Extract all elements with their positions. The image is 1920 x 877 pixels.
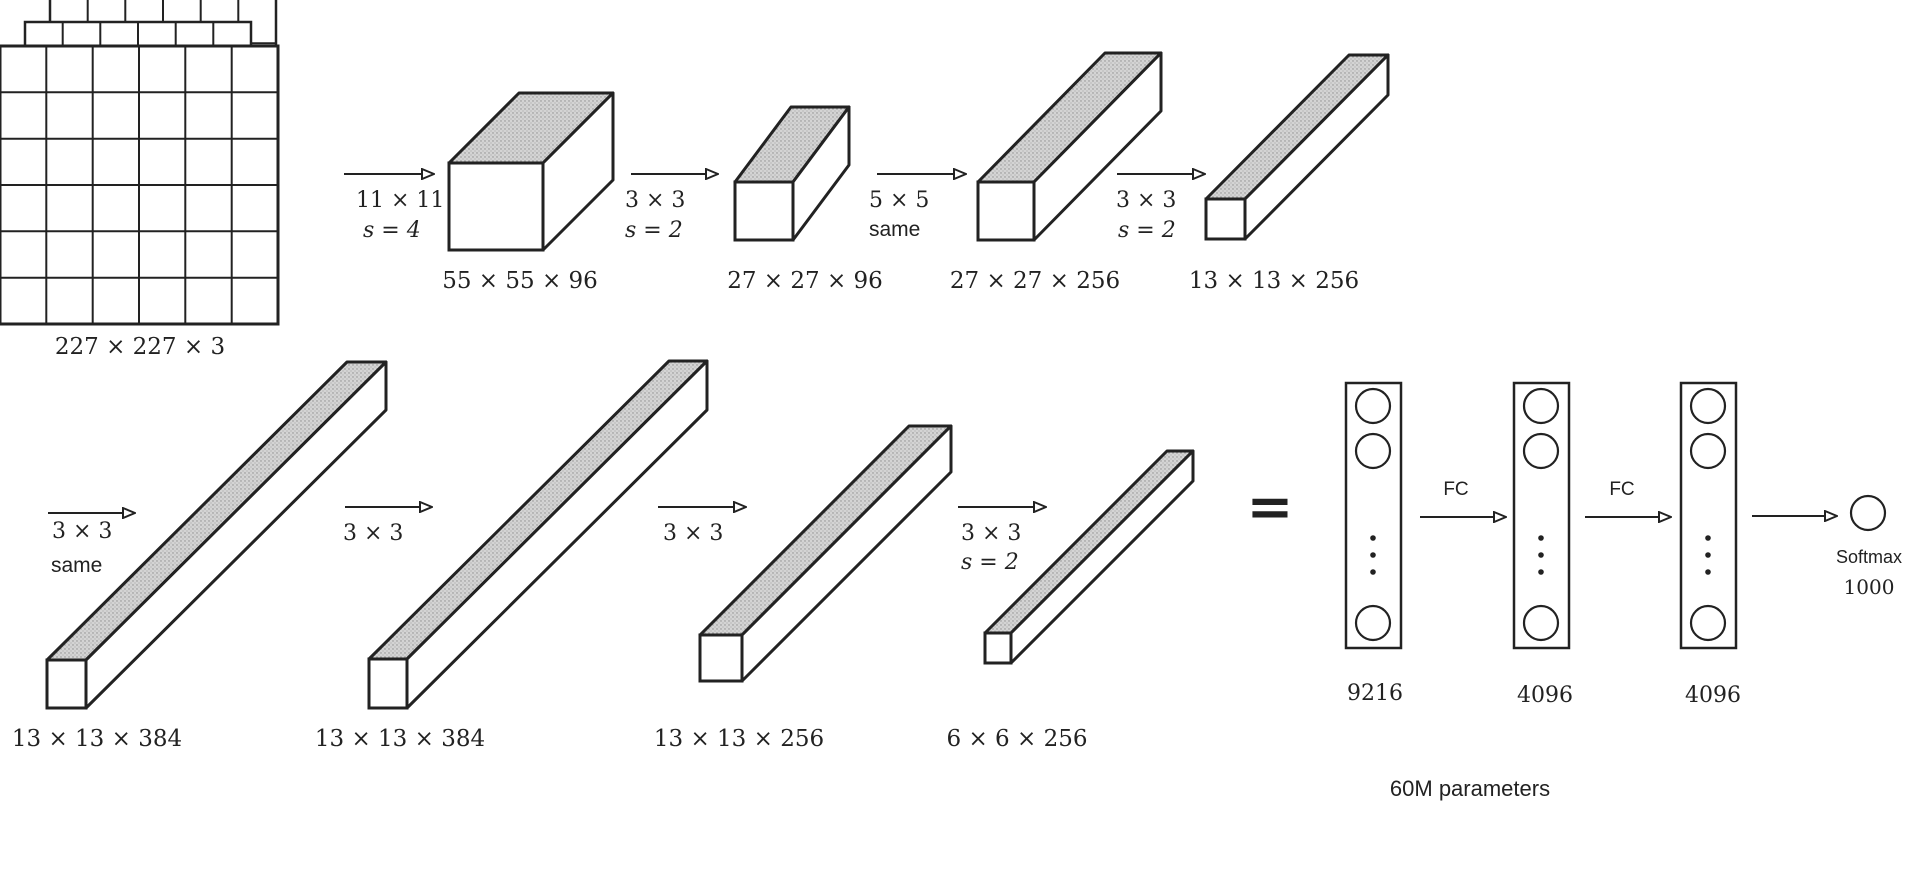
volume-27x27x96: 27 × 27 × 96 <box>727 105 883 294</box>
row2-arrow-4-stride: s = 2 <box>961 550 1019 575</box>
volume-27x27x256-label: 27 × 27 × 256 <box>950 268 1120 294</box>
fc-arrow-1: FC <box>1420 479 1506 517</box>
row2-arrow-2-kernel: 3 × 3 <box>343 521 403 546</box>
fc-layer-4096-a: 4096 <box>1512 381 1573 708</box>
softmax-label: Softmax <box>1836 547 1902 567</box>
equals-sign: = <box>1247 474 1294 540</box>
volume-6x6x256: 6 × 6 × 256 <box>947 449 1195 752</box>
fc-layer-9216: 9216 <box>1344 381 1403 706</box>
parameter-count: 60M parameters <box>1390 776 1550 801</box>
row2-arrow-2: 3 × 3 <box>343 507 432 546</box>
fc-layer-4096-a-label: 4096 <box>1517 683 1573 708</box>
volume-13x13x384-a-label: 13 × 13 × 384 <box>12 726 182 752</box>
volume-6x6x256-label: 6 × 6 × 256 <box>947 726 1088 752</box>
row1-arrow-2-kernel: 3 × 3 <box>625 188 685 213</box>
volume-27x27x96-label: 27 × 27 × 96 <box>727 268 883 294</box>
volume-13x13x384-b: 13 × 13 × 384 <box>315 359 709 752</box>
volume-55x55x96: 55 × 55 × 96 <box>442 91 615 294</box>
fc-arrow-2: FC <box>1585 479 1671 517</box>
row1-arrow-1-kernel: 11 × 11 <box>356 188 444 213</box>
volume-27x27x256: 27 × 27 × 256 <box>950 51 1163 294</box>
fc-layer-9216-label: 9216 <box>1347 681 1403 706</box>
input-volume: 227 × 227 × 3 <box>0 0 280 360</box>
row1-arrow-3-kernel: 5 × 5 <box>869 188 929 213</box>
volume-55x55x96-label: 55 × 55 × 96 <box>442 268 598 294</box>
softmax-units-label: 1000 <box>1844 575 1895 599</box>
row2-arrow-1-padding: same <box>51 554 102 577</box>
fc-arrow-1-label: FC <box>1443 479 1468 500</box>
input-channel-front <box>0 44 280 326</box>
volume-13x13x256: 13 × 13 × 256 <box>1189 53 1390 294</box>
row1-arrow-2-stride: s = 2 <box>625 218 683 243</box>
row2-arrow-1: 3 × 3 same <box>48 513 135 577</box>
row2-arrow-4: 3 × 3 s = 2 <box>958 507 1046 575</box>
row2-arrow-1-kernel: 3 × 3 <box>52 519 112 544</box>
row1-arrow-1-stride: s = 4 <box>363 218 421 243</box>
row2-arrow-4-kernel: 3 × 3 <box>961 521 1021 546</box>
volume-13x13x256-b: 13 × 13 × 256 <box>654 424 953 752</box>
volume-13x13x256-label: 13 × 13 × 256 <box>1189 268 1359 294</box>
row2-arrow-3: 3 × 3 <box>658 507 746 546</box>
fc-arrow-2-label: FC <box>1609 479 1634 500</box>
softmax-output: Softmax 1000 <box>1836 494 1902 599</box>
volume-13x13x384-a: 13 × 13 × 384 <box>12 360 388 752</box>
row1-arrow-4: 3 × 3 s = 2 <box>1116 174 1205 243</box>
row1-arrow-4-stride: s = 2 <box>1118 218 1176 243</box>
volume-13x13x256-b-label: 13 × 13 × 256 <box>654 726 824 752</box>
row1-arrow-1: 11 × 11 s = 4 <box>344 174 444 243</box>
fc-layer-4096-b-label: 4096 <box>1685 683 1741 708</box>
row1-arrow-2: 3 × 3 s = 2 <box>625 174 718 243</box>
row1-arrow-3-padding: same <box>869 218 920 241</box>
input-volume-label: 227 × 227 × 3 <box>55 334 225 360</box>
row1-arrow-3: 5 × 5 same <box>869 174 966 241</box>
volume-13x13x384-b-label: 13 × 13 × 384 <box>315 726 485 752</box>
fc-layer-4096-b: 4096 <box>1679 381 1741 708</box>
row1-arrow-4-kernel: 3 × 3 <box>1116 188 1176 213</box>
row2-arrow-3-kernel: 3 × 3 <box>663 521 723 546</box>
